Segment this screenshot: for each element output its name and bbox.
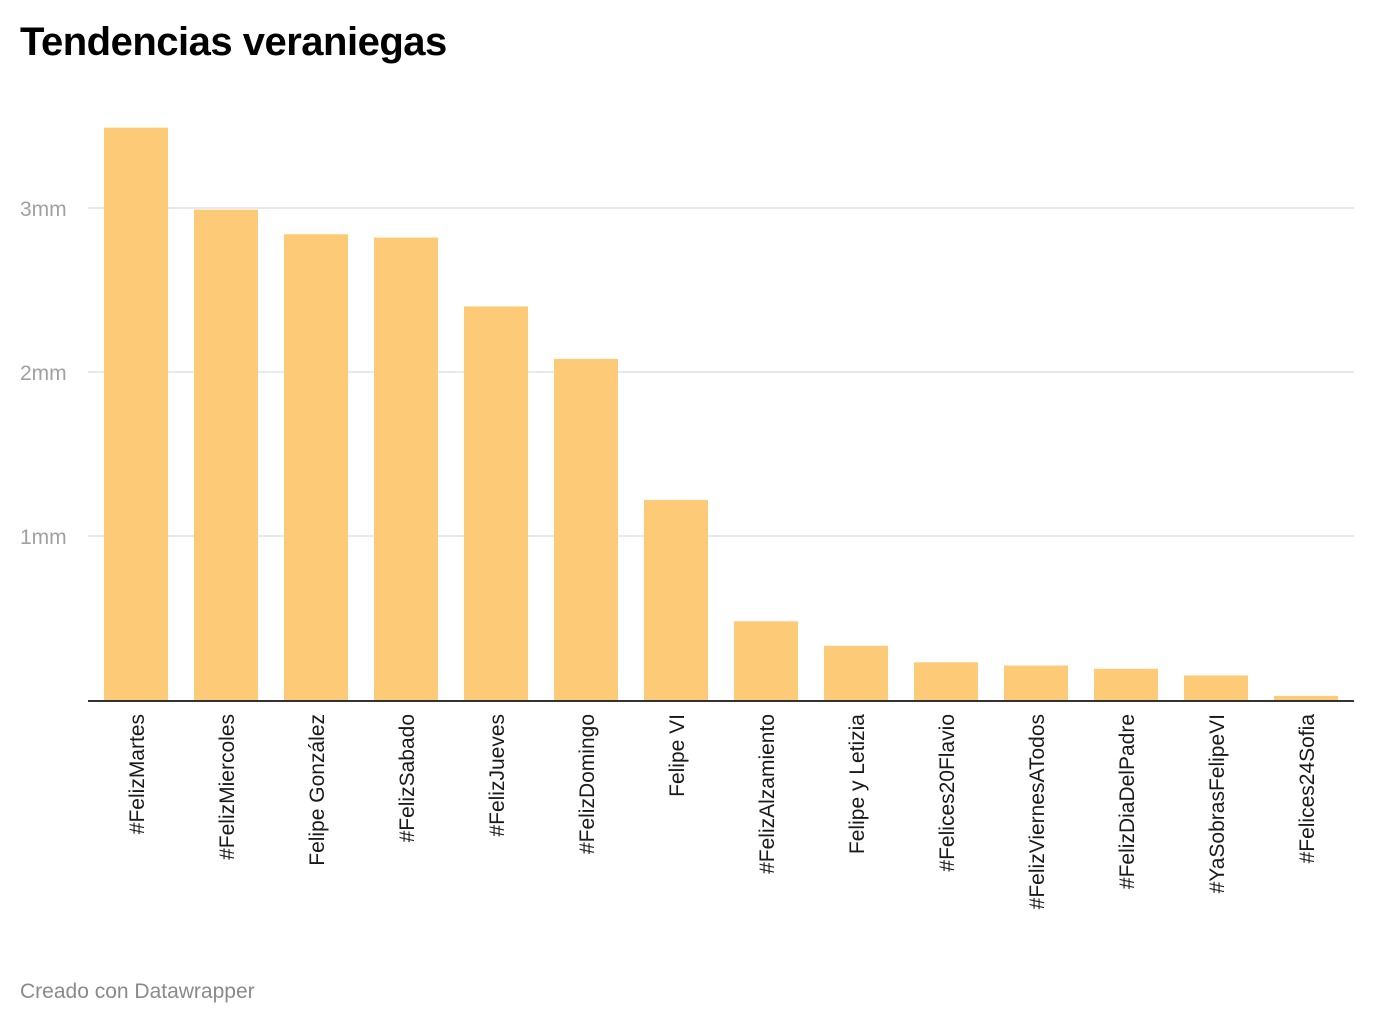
credit-footer: Creado con Datawrapper	[20, 980, 255, 1003]
gridlines	[88, 207, 1354, 537]
bar	[464, 306, 528, 700]
bar	[914, 662, 978, 700]
x-category-label: #FelizSabado	[396, 714, 419, 842]
bar	[374, 237, 438, 700]
x-category-label: #FelizDomingo	[576, 714, 599, 854]
x-category-label: Felipe González	[306, 714, 329, 866]
x-category-label: #YaSobrasFelipeVI	[1206, 714, 1229, 893]
bar	[1274, 695, 1338, 700]
bar	[104, 127, 168, 700]
bar	[644, 499, 708, 700]
bar	[1184, 675, 1248, 700]
bar	[1004, 665, 1068, 700]
x-category-label: Felipe VI	[666, 714, 689, 797]
bars	[104, 127, 1338, 701]
y-tick-label: 1mm	[20, 526, 67, 549]
bar	[554, 358, 618, 700]
y-tick-label: 2mm	[20, 362, 67, 385]
bar	[194, 209, 258, 700]
x-category-label: #FelizDiaDelPadre	[1116, 714, 1139, 889]
x-axis-labels: #FelizMartes #FelizMiercoles Felipe Gonzál…	[126, 714, 1319, 910]
bar	[734, 621, 798, 700]
x-category-label: #FelizAlzamiento	[756, 714, 779, 874]
y-tick-label: 3mm	[20, 198, 67, 221]
x-category-label: #FelizViernesATodos	[1026, 714, 1049, 909]
x-category-label: #FelizMartes	[126, 714, 149, 834]
x-category-label: #FelizMiercoles	[216, 714, 239, 860]
x-category-label: #Felices20Flavio	[936, 714, 959, 872]
x-category-label: #FelizJueves	[486, 714, 509, 837]
x-category-label: #Felices24Sofia	[1296, 714, 1319, 864]
chart-title: Tendencias veraniegas	[20, 20, 447, 64]
bar	[284, 234, 348, 701]
bar	[1094, 668, 1158, 700]
y-axis-ticks: 1mm 2mm 3mm	[20, 198, 67, 549]
bar	[824, 645, 888, 700]
x-category-label: Felipe y Letizia	[846, 714, 869, 854]
